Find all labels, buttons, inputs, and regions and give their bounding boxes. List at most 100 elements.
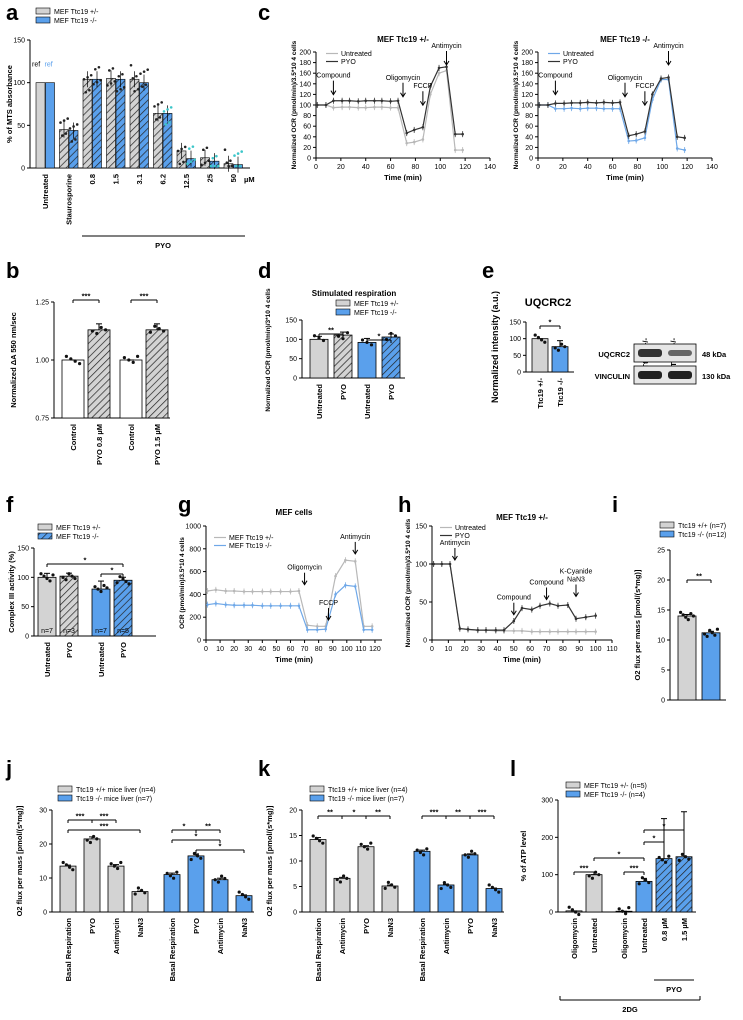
panel-a-dot: [191, 145, 195, 148]
panel-a-bar: [162, 113, 173, 169]
panel-k-bar: [381, 885, 399, 913]
panel-c1-series-point: [445, 65, 448, 69]
panel-h-series-point: [538, 604, 542, 608]
panel-a-dot: [193, 158, 196, 161]
panel-c2-series-point: [546, 103, 550, 107]
panel-a-unit-label: µM: [244, 175, 255, 184]
panel-c1-series-line: [317, 69, 463, 151]
panel-a-dot: [205, 146, 209, 150]
panel-b-dot: [157, 327, 161, 331]
panel-c2-series-point: [643, 130, 647, 133]
panel-c2-series-point: [554, 107, 557, 111]
panel-c2-x-tick-label: 140: [706, 164, 718, 171]
panel-f-category-label: PYO: [119, 642, 128, 658]
panel-h-x-tick-label: 110: [606, 646, 617, 653]
panel-i-legend-label: Ttc19 -/- (n=12): [678, 532, 726, 539]
panel-c2-x-tick-label: 0: [536, 164, 540, 171]
panel-h-x-tick-label: 90: [575, 646, 583, 653]
panel-e-y-tick-label: 50: [513, 353, 521, 360]
panel-c1-series-point: [396, 106, 400, 109]
panel-a-dot: [117, 74, 121, 78]
panel-a-ref-label: ref: [32, 62, 40, 69]
panel-a-dot: [84, 90, 88, 94]
panel-f-dot: [102, 583, 106, 588]
panel-i-legend-swatch: [659, 530, 675, 538]
panel-j-dot: [71, 868, 75, 872]
panel-c1-x-tick-label: 40: [362, 164, 370, 171]
panel-c2-series-point: [627, 139, 631, 143]
panel-l-category-label: 0.8 µM: [660, 918, 669, 941]
panel-j-significance: *: [183, 822, 186, 831]
panel-c2-y-tick-label: 120: [521, 92, 533, 99]
panel-h-x-tick-label: 30: [477, 646, 485, 653]
panel-c1-series-point: [389, 99, 392, 103]
panel-e-dot: [563, 345, 567, 349]
panel-c2-annotation-arrowhead: [622, 92, 628, 98]
panel-b-category-label: PYO 0.8 µM: [95, 424, 104, 465]
panel-e-blot-band: [638, 349, 662, 357]
panel-c2-series-point: [586, 106, 590, 110]
panel-d-dot: [312, 334, 317, 338]
panel-c2-series-point: [634, 132, 638, 136]
panel-c2-x-tick-label: 20: [559, 164, 567, 171]
panel-b-dot: [127, 358, 131, 362]
panel-k-bar: [333, 877, 351, 913]
panel-h-series-point: [494, 628, 498, 632]
panel-d-dot: [336, 334, 341, 338]
panel-a-bar: [92, 78, 102, 169]
panel-i-dot: [684, 615, 688, 619]
panel-a-bar: [45, 82, 55, 169]
panel-l-dot: [644, 878, 648, 882]
panel-a-dot: [94, 67, 97, 71]
panel-j-dot: [168, 874, 172, 878]
panel-d-category-label: Untreated: [363, 384, 372, 419]
panel-b-y-tick-label: 1.00: [35, 358, 49, 365]
panel-k-bar: [413, 850, 431, 913]
panel-f-category-label: PYO: [65, 642, 74, 658]
panel-h-series-point: [458, 627, 462, 630]
panel-c2-y-tick-label: 160: [521, 71, 533, 78]
panel-c2-series-point: [570, 106, 573, 110]
panel-j-dot: [133, 892, 137, 896]
panel-c1-y-tick-label: 20: [303, 145, 311, 152]
panel-h-series-point: [584, 615, 588, 619]
panel-l-dot: [687, 857, 691, 861]
panel-d-legend-label: MEF Ttc19 -/-: [354, 310, 397, 317]
panel-h-annotation-arrowhead: [573, 592, 579, 598]
panel-j-bar: [163, 874, 181, 913]
panel-a-dot: [88, 88, 91, 92]
panel-j-dot: [95, 837, 99, 841]
panel-g-legend-label: MEF Ttc19 -/-: [229, 543, 272, 550]
panel-i-dot: [702, 632, 707, 636]
panel-j-category-label: PYO: [192, 918, 201, 934]
panel-a-dot: [61, 134, 64, 137]
panel-a-dot: [136, 87, 140, 91]
panel-h-y-label: Normalized OCR (pmol/min)/3.5*10 4 cells: [405, 518, 412, 647]
panel-d-y-tick-label: 150: [285, 318, 297, 325]
panel-c1-series-point: [324, 103, 328, 107]
panel-e-dot: [543, 340, 547, 344]
panel-f-dot: [93, 585, 97, 589]
panel-a-dot: [66, 117, 69, 120]
panel-l-dot: [594, 870, 598, 874]
panel-d-bar: [357, 342, 377, 379]
panel-b-dot: [95, 331, 99, 336]
panel-h-x-tick-label: 40: [494, 646, 502, 653]
panel-a-dot: [75, 123, 79, 126]
panel-k-dot: [415, 848, 419, 852]
panel-h-x-label: Time (min): [503, 655, 541, 664]
panel-k-dot: [422, 853, 426, 857]
panel-c1-series-point: [461, 148, 464, 152]
panel-g-series-point: [214, 588, 218, 592]
panel-a-dot: [70, 140, 74, 143]
panel-c1-series-point: [437, 71, 441, 75]
panel-a-dot: [92, 82, 95, 86]
panel-h-annotation-arrowhead: [543, 595, 550, 601]
panel-f-category-label: Untreated: [97, 642, 106, 677]
panel-b-dot: [148, 330, 152, 334]
panel-a-dot: [160, 101, 163, 104]
panel-l-y-label: % of ATP level: [519, 831, 528, 882]
panel-k-legend-label: Ttc19 +/+ mice liver (n=4): [328, 787, 408, 794]
panel-c1-x-tick-label: 20: [337, 164, 345, 171]
panel-c2-series-point: [618, 101, 622, 104]
